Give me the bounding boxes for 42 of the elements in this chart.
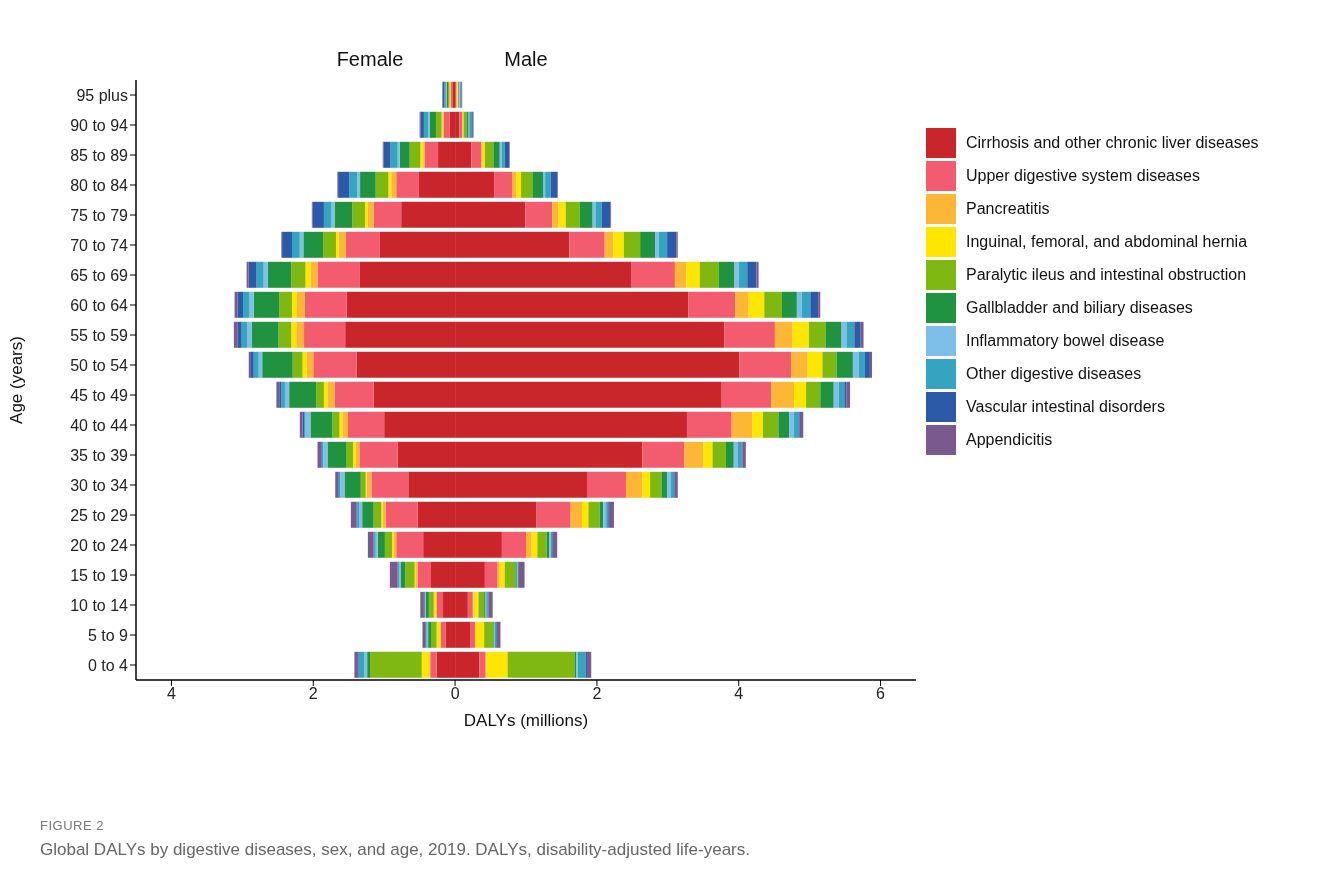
x-tick-label: 4 — [167, 685, 176, 703]
y-tick-label: 50 to 54 — [70, 356, 129, 374]
y-tick-label: 90 to 94 — [70, 116, 129, 134]
y-tick-label: 40 to 44 — [70, 416, 129, 434]
legend-label: Vascular intestinal disorders — [966, 397, 1165, 416]
y-tick-label: 85 to 89 — [70, 146, 129, 164]
text: Male — [503, 48, 549, 71]
y-tick-label: 95 plus — [76, 86, 128, 104]
legend-label: Pancreatitis — [966, 199, 1050, 218]
y-tick-label: 35 to 39 — [70, 446, 129, 464]
text: Female — [335, 48, 405, 71]
caption: FIGURE 2 — [40, 818, 104, 833]
legend-label: Other digestive diseases — [966, 364, 1142, 383]
y-tick-label: 20 to 24 — [70, 536, 129, 554]
legend-label: Paralytic ileus and intestinal obstruction — [966, 265, 1247, 284]
x-tick-label: 2 — [308, 685, 318, 703]
legend-label: Inflammatory bowel disease — [966, 331, 1165, 350]
y-tick-label: 70 to 74 — [70, 236, 129, 254]
y-axis-title: Age (years) — [7, 336, 27, 424]
y-tick-label: 60 to 64 — [70, 296, 129, 314]
legend-label: Inguinal, femoral, and abdominal hernia — [966, 232, 1248, 251]
x-axis-title: DALYs (millions) — [463, 711, 589, 730]
y-tick-label: 45 to 49 — [70, 386, 129, 404]
y-tick-label: 5 to 9 — [87, 626, 129, 644]
legend-label: Appendicitis — [966, 430, 1053, 449]
x-tick-label: 6 — [876, 685, 886, 703]
y-tick-label: 80 to 84 — [70, 176, 129, 194]
x-tick-label: 4 — [734, 685, 744, 703]
legend-label: Gallbladder and biliary diseases — [966, 298, 1193, 317]
y-tick-label: 0 to 4 — [87, 656, 129, 674]
text: Global DALYs by digestive diseases, sex, and age, 2019. DALYs, disability-adjusted life-years. — [40, 840, 750, 860]
y-tick-label: 75 to 79 — [70, 206, 129, 224]
legend-label: Cirrhosis and other chronic liver diseases — [966, 133, 1259, 152]
y-tick-label: 10 to 14 — [70, 596, 129, 614]
x-tick-label: 0 — [450, 685, 460, 703]
y-tick-label: 30 to 34 — [70, 476, 129, 494]
y-tick-label: 15 to 19 — [70, 566, 129, 584]
x-tick-label: 2 — [592, 685, 602, 703]
y-tick-label: 25 to 29 — [70, 506, 129, 524]
y-tick-label: 55 to 59 — [70, 326, 129, 344]
y-tick-label: 65 to 69 — [70, 266, 129, 284]
legend-label: Upper digestive system diseases — [966, 166, 1200, 185]
